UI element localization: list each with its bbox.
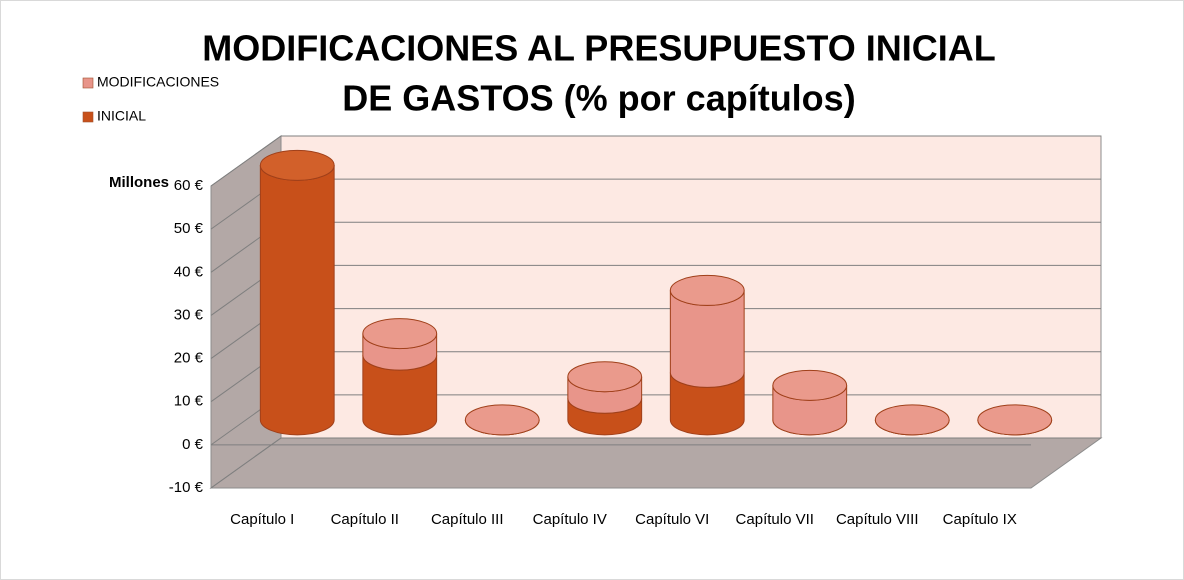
- chart-title: DE GASTOS (% por capítulos): [342, 78, 855, 119]
- legend-label: INICIAL: [97, 108, 146, 124]
- cylinder-top: [259, 149, 335, 181]
- x-tick-label: Capítulo IX: [942, 511, 1017, 528]
- grid-line: [210, 135, 282, 187]
- cylinder-top: [464, 404, 540, 436]
- grid-line: [210, 437, 282, 489]
- cylinder-top: [772, 369, 848, 401]
- legend-swatch: [82, 77, 94, 89]
- x-tick-label: Capítulo VI: [635, 511, 710, 528]
- y-tick-label: 60 €: [174, 177, 204, 194]
- x-tick-label: Capítulo II: [330, 511, 399, 528]
- x-tick-label: Capítulo VIII: [835, 511, 919, 528]
- y-tick-label: 40 €: [174, 263, 204, 280]
- x-tick-label: Capítulo I: [230, 511, 295, 528]
- y-tick-label: -10 €: [169, 479, 204, 496]
- y-axis-label: Millones: [109, 174, 169, 191]
- x-tick-label: Capítulo IV: [532, 511, 607, 528]
- floor: [209, 437, 1103, 489]
- legend-swatch: [82, 111, 94, 123]
- y-tick-label: 50 €: [174, 220, 204, 237]
- y-tick-label: 0 €: [182, 436, 204, 453]
- y-tick-label: 30 €: [174, 306, 204, 323]
- cylinder-top: [874, 404, 950, 436]
- y-tick-label: 20 €: [174, 350, 204, 367]
- cylinder-top: [977, 404, 1053, 436]
- cylinder-segment: [259, 165, 335, 436]
- x-tick-label: Capítulo VII: [735, 511, 814, 528]
- y-tick-label: 10 €: [174, 393, 204, 410]
- cylinder-top: [567, 361, 643, 393]
- cylinder-top: [362, 318, 438, 350]
- legend-label: MODIFICACIONES: [97, 74, 219, 90]
- chart-title: MODIFICACIONES AL PRESUPUESTO INICIAL: [202, 28, 995, 69]
- cylinder-top: [669, 274, 745, 306]
- x-tick-label: Capítulo III: [430, 511, 504, 528]
